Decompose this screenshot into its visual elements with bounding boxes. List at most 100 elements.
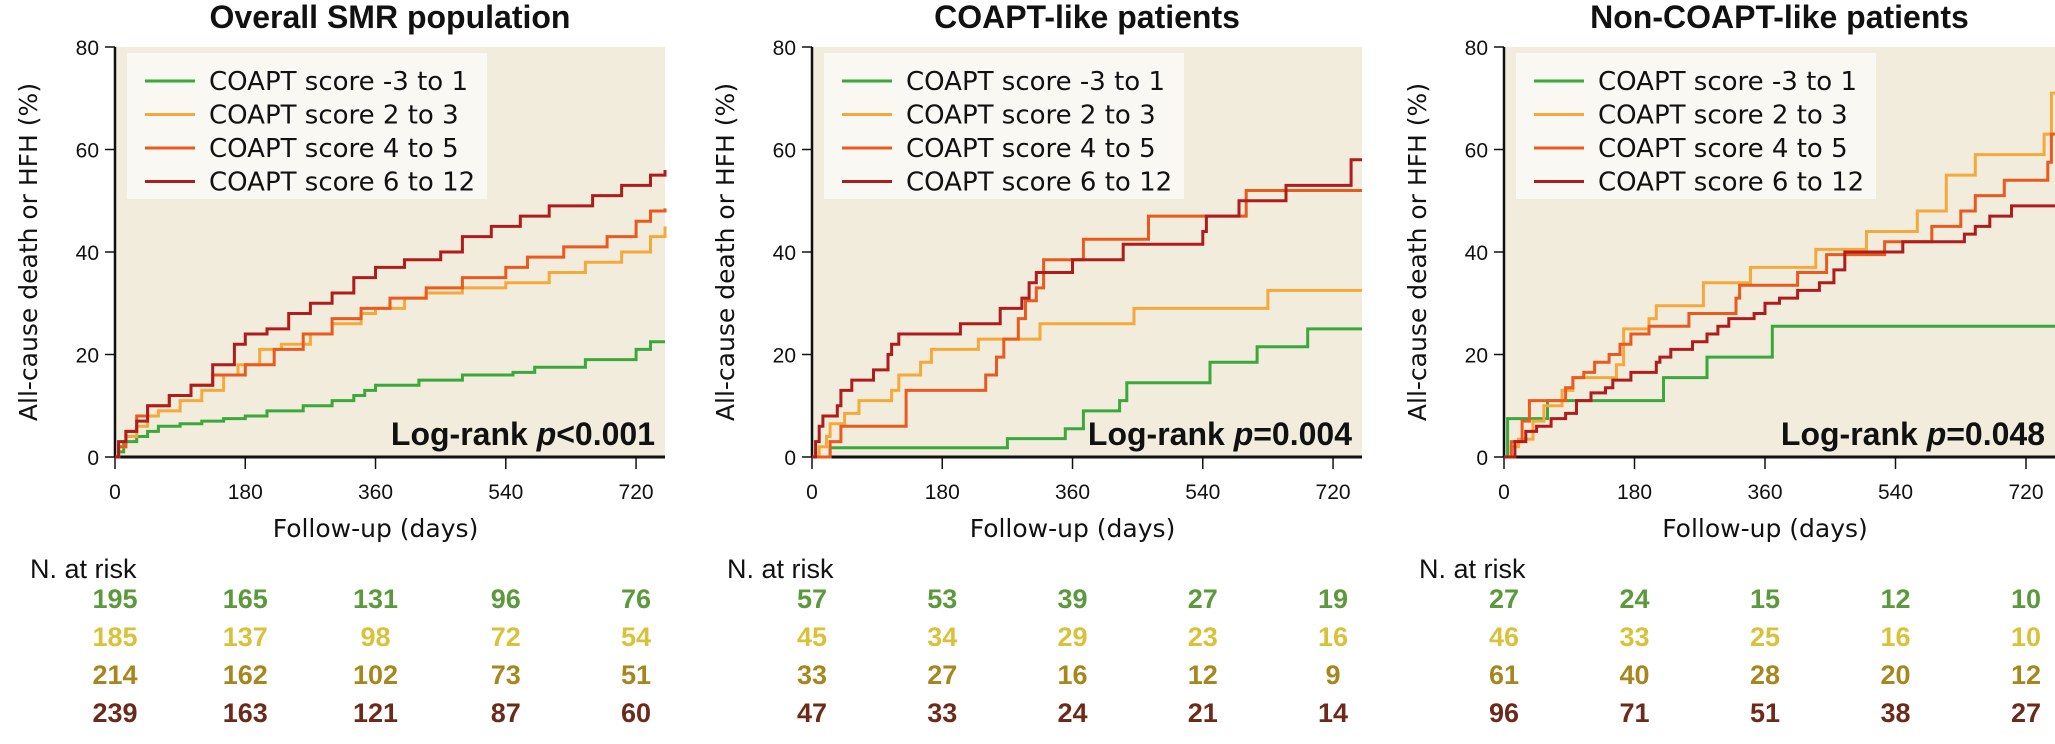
log-rank-p: p	[1926, 416, 1947, 452]
at-risk-title: N. at risk	[1419, 554, 1526, 584]
x-tick-label: 180	[925, 481, 960, 504]
y-tick-label: 80	[773, 37, 796, 60]
log-rank-value: =0.048	[1946, 416, 2045, 452]
x-tick-label: 0	[806, 481, 818, 504]
km-curve-series-4	[812, 158, 1362, 459]
km-curve-series-3	[812, 189, 1362, 459]
y-tick-label: 40	[1465, 242, 1488, 265]
x-axis-label: Follow-up (days)	[1662, 514, 1868, 543]
y-tick-label: 80	[76, 37, 99, 60]
legend-label: COAPT score 4 to 5	[209, 134, 459, 164]
at-risk-value: 165	[223, 584, 268, 614]
at-risk-value: 27	[2011, 698, 2041, 728]
panel-title: Non-COAPT-like patients	[1590, 0, 1969, 35]
y-tick-label: 60	[773, 140, 796, 163]
at-risk-value: 87	[491, 698, 521, 728]
y-tick-label: 20	[1465, 345, 1488, 368]
km-curve-series-1	[1504, 324, 2055, 459]
at-risk-value: 24	[1058, 698, 1088, 728]
at-risk-value: 45	[797, 622, 827, 652]
x-tick-label: 540	[1878, 481, 1913, 504]
at-risk-value: 27	[927, 660, 957, 690]
x-tick-label: 720	[619, 481, 654, 504]
at-risk-value: 51	[1750, 698, 1780, 728]
at-risk-value: 15	[1750, 584, 1780, 614]
legend-box	[824, 53, 1184, 199]
at-risk-value: 9	[1326, 660, 1341, 690]
legend-label: COAPT score 6 to 12	[906, 168, 1172, 198]
y-axis-label: All-cause death or HFH (%)	[14, 83, 43, 421]
x-tick-label: 360	[1747, 481, 1782, 504]
km-curve-series-2	[812, 288, 1362, 459]
at-risk-value: 102	[353, 660, 398, 690]
at-risk-value: 40	[1619, 660, 1649, 690]
at-risk-value: 185	[92, 622, 137, 652]
at-risk-value: 96	[1489, 698, 1519, 728]
at-risk-value: 121	[353, 698, 398, 728]
x-tick-label: 0	[109, 481, 121, 504]
x-tick-label: 180	[1617, 481, 1652, 504]
at-risk-value: 47	[797, 698, 827, 728]
legend-label: COAPT score 6 to 12	[209, 168, 475, 198]
legend-label: COAPT score -3 to 1	[1598, 67, 1857, 97]
legend-label: COAPT score 2 to 3	[1598, 101, 1848, 131]
legend-label: COAPT score 4 to 5	[1598, 134, 1848, 164]
y-axis-label: All-cause death or HFH (%)	[1403, 83, 1432, 421]
at-risk-value: 46	[1489, 622, 1519, 652]
legend-label: COAPT score 4 to 5	[906, 134, 1156, 164]
at-risk-value: 16	[1880, 622, 1910, 652]
at-risk-value: 21	[1188, 698, 1218, 728]
panel-2: COAPT-like patients 0 20 40 60 80 0 180 360 540 72…	[711, 0, 1362, 728]
at-risk-value: 20	[1880, 660, 1910, 690]
at-risk-value: 54	[621, 622, 651, 652]
log-rank-annotation: Log-rank p=0.004	[1088, 416, 1352, 452]
at-risk-value: 29	[1058, 622, 1088, 652]
at-risk-value: 19	[1318, 584, 1348, 614]
at-risk-value: 14	[1318, 698, 1348, 728]
x-axis-label: Follow-up (days)	[273, 514, 479, 543]
at-risk-value: 239	[92, 698, 137, 728]
at-risk-value: 25	[1750, 622, 1780, 652]
log-rank-prefix: Log-rank	[1088, 416, 1234, 452]
x-tick-label: 540	[488, 481, 523, 504]
panel-3: Non-COAPT-like patients 0 20 40 60 80 0 180 360 5…	[1403, 0, 2055, 728]
x-tick-label: 720	[1316, 481, 1351, 504]
at-risk-value: 163	[223, 698, 268, 728]
at-risk-value: 24	[1619, 584, 1649, 614]
y-tick-label: 60	[1465, 140, 1488, 163]
legend-label: COAPT score 2 to 3	[906, 101, 1156, 131]
at-risk-value: 73	[491, 660, 521, 690]
at-risk-value: 131	[353, 584, 398, 614]
at-risk-value: 195	[92, 584, 137, 614]
at-risk-value: 60	[621, 698, 651, 728]
at-risk-title: N. at risk	[30, 554, 137, 584]
at-risk-value: 39	[1058, 584, 1088, 614]
y-tick-label: 40	[76, 242, 99, 265]
log-rank-prefix: Log-rank	[1781, 416, 1927, 452]
at-risk-value: 23	[1188, 622, 1218, 652]
y-tick-label: 20	[773, 345, 796, 368]
log-rank-value: =0.004	[1253, 416, 1352, 452]
log-rank-annotation: Log-rank p<0.001	[391, 416, 655, 452]
km-curve-series-2	[1504, 91, 2055, 459]
km-curve-series-4	[1504, 204, 2055, 459]
at-risk-value: 61	[1489, 660, 1519, 690]
at-risk-value: 16	[1318, 622, 1348, 652]
at-risk-value: 10	[2011, 584, 2041, 614]
at-risk-value: 98	[361, 622, 391, 652]
at-risk-value: 27	[1188, 584, 1218, 614]
at-risk-value: 71	[1619, 698, 1649, 728]
legend-label: COAPT score -3 to 1	[209, 67, 468, 97]
at-risk-value: 38	[1880, 698, 1910, 728]
y-axis-label: All-cause death or HFH (%)	[711, 83, 740, 421]
at-risk-value: 12	[1188, 660, 1218, 690]
x-tick-label: 360	[358, 481, 393, 504]
at-risk-value: 27	[1489, 584, 1519, 614]
x-tick-label: 360	[1055, 481, 1090, 504]
at-risk-value: 33	[1619, 622, 1649, 652]
x-tick-label: 540	[1185, 481, 1220, 504]
at-risk-value: 33	[927, 698, 957, 728]
log-rank-annotation: Log-rank p=0.048	[1781, 416, 2045, 452]
km-curve-series-4	[115, 170, 667, 459]
